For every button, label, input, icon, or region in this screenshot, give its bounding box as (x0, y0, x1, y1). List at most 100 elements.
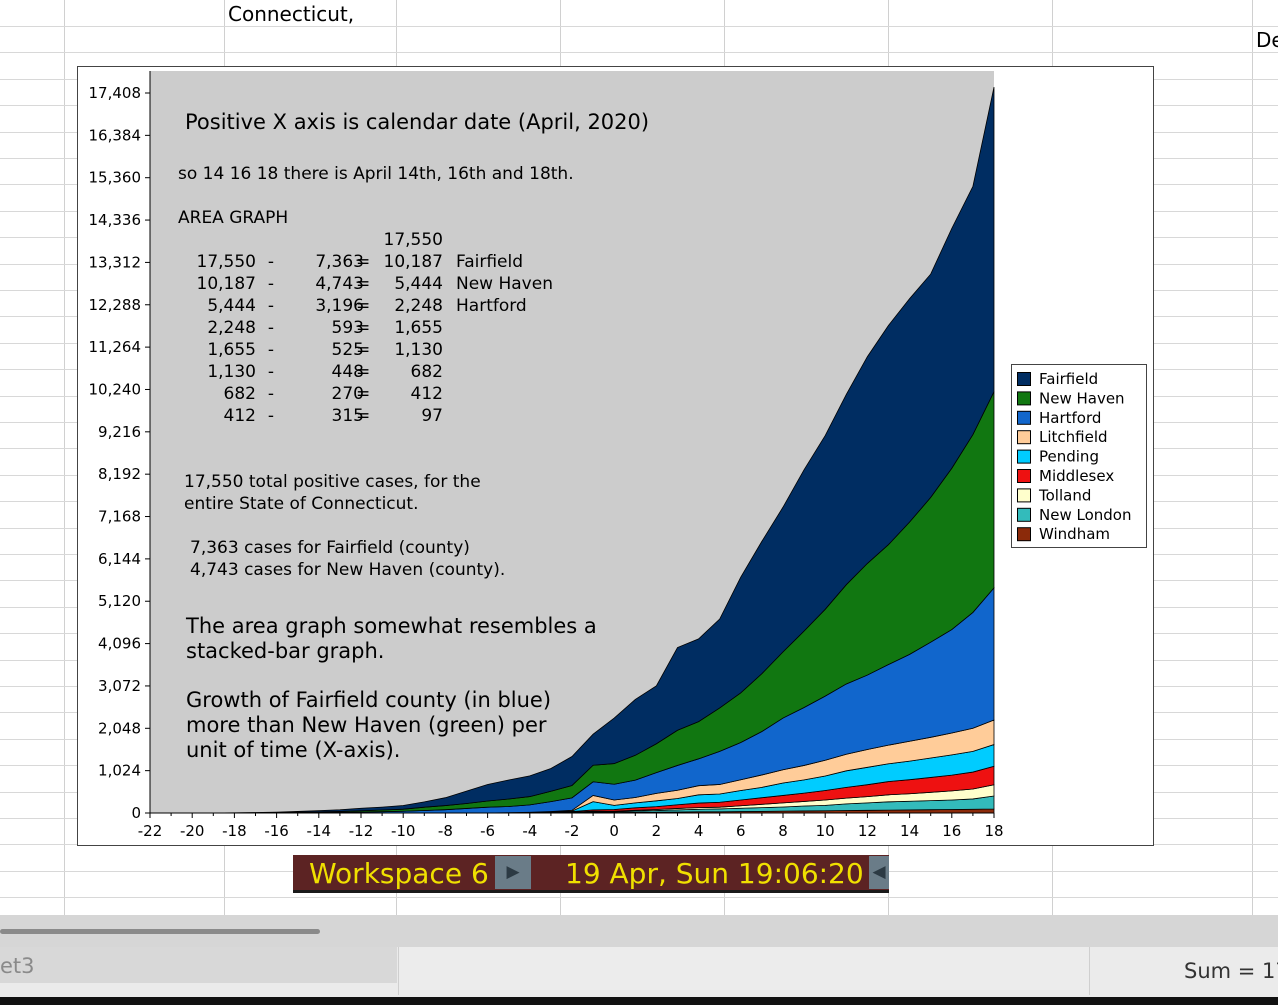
y-tick-label: 7,168 (98, 508, 141, 526)
x-tick-label: -20 (180, 822, 205, 840)
table-minuend: 17,550 (197, 252, 256, 272)
x-tick-label: -22 (138, 822, 163, 840)
y-tick-label: 14,336 (89, 211, 142, 229)
growth-line-2: more than New Haven (green) per (186, 713, 547, 737)
table-result: 2,248 (394, 296, 443, 316)
table-minuend: 5,444 (207, 296, 256, 316)
x-tick-label: -12 (349, 822, 374, 840)
legend-swatch-new-haven (1017, 391, 1031, 406)
x-tick-label: 14 (900, 822, 919, 840)
legend-swatch-new-london (1017, 507, 1031, 522)
y-tick-label: 0 (131, 804, 141, 822)
scrollbar-thumb[interactable] (0, 929, 320, 934)
table-label: Hartford (456, 296, 527, 316)
table-minuend: 682 (224, 384, 256, 404)
legend-label: Litchfield (1039, 428, 1108, 446)
workspace-label[interactable]: Workspace 6 (309, 857, 489, 890)
table-subtrahend: 315 (332, 406, 364, 426)
table-subtrahend: 7,363 (315, 252, 364, 272)
legend-swatch-middlesex (1017, 469, 1031, 483)
legend-label: Hartford (1039, 409, 1101, 427)
table-label: New Haven (456, 274, 553, 294)
x-tick-label: 4 (694, 822, 704, 840)
table-minuend: 412 (224, 406, 256, 426)
total-line-2: entire State of Connecticut. (184, 494, 419, 514)
clock-label: 19 Apr, Sun 19:06:20 (565, 857, 864, 890)
prev-button[interactable]: ◀ (869, 856, 889, 889)
resemble-line-1: The area graph somewhat resembles a (185, 614, 597, 638)
table-subtrahend: 448 (332, 362, 364, 382)
cell-connecticut[interactable]: Connecticut, (228, 2, 355, 26)
sheet-tab[interactable]: et3 (0, 947, 397, 983)
table-minus: - (268, 252, 274, 272)
annotation-line-1: Positive X axis is calendar date (April,… (185, 110, 649, 134)
y-tick-label: 8,192 (98, 465, 141, 483)
table-equals: = (356, 362, 370, 382)
legend-label: Middlesex (1039, 467, 1114, 485)
table-minuend: 1,130 (207, 362, 256, 382)
sheet-tab-bar: et3 Sum = 17 (0, 947, 1278, 997)
table-equals: = (356, 340, 370, 360)
legend-label: Fairfield (1039, 370, 1098, 388)
cell-de[interactable]: De (1256, 28, 1278, 52)
table-result: 412 (411, 384, 443, 404)
county-line-1: 7,363 cases for Fairfield (county) (190, 538, 470, 558)
y-tick-label: 13,312 (89, 253, 142, 271)
x-tick-label: -2 (565, 822, 580, 840)
x-tick-label: 10 (816, 822, 835, 840)
y-tick-label: 17,408 (89, 84, 142, 102)
x-tick-label: 2 (652, 822, 662, 840)
total-line-1: 17,550 total positive cases, for the (184, 472, 481, 492)
y-tick-label: 11,264 (89, 338, 142, 356)
right-arrow-icon: ▶ (506, 862, 520, 882)
table-result: 5,444 (394, 274, 443, 294)
table-subtrahend: 3,196 (315, 296, 364, 316)
table-equals: = (356, 406, 370, 426)
legend-swatch-litchfield (1017, 430, 1031, 445)
y-tick-label: 5,120 (98, 592, 141, 610)
table-minuend: 10,187 (197, 274, 256, 294)
table-subtrahend: 593 (332, 318, 364, 338)
legend-swatch-windham (1017, 527, 1031, 542)
legend-label: Windham (1039, 525, 1110, 543)
table-minus: - (268, 362, 274, 382)
table-subtrahend: 525 (332, 340, 364, 360)
table-equals: = (356, 318, 370, 338)
table-equals: = (356, 274, 370, 294)
window-bottom-edge (0, 997, 1278, 1005)
table-minus: - (268, 406, 274, 426)
y-tick-label: 4,096 (98, 635, 141, 653)
y-axis: 0 1,024 2,048 3,072 4,096 5,120 6,144 7,168 8,19… (89, 71, 151, 822)
workspace-taskbar: Workspace 6 ▶ 19 Apr, Sun 19:06:20 ◀ (293, 855, 889, 893)
x-tick-label: -10 (391, 822, 416, 840)
growth-line-1: Growth of Fairfield county (in blue) (186, 688, 551, 712)
annotation-line-3: AREA GRAPH (178, 208, 288, 228)
table-result: 97 (421, 406, 443, 426)
county-line-2: 4,743 cases for New Haven (county). (190, 560, 505, 580)
x-tick-label: -16 (264, 822, 289, 840)
y-tick-label: 16,384 (89, 126, 142, 144)
y-tick-label: 9,216 (98, 423, 141, 441)
growth-line-3: unit of time (X-axis). (186, 738, 400, 762)
x-tick-label: -6 (480, 822, 495, 840)
legend-label: Tolland (1038, 486, 1091, 504)
table-equals: = (356, 252, 370, 272)
table-minus: - (268, 296, 274, 316)
y-tick-label: 6,144 (98, 550, 141, 568)
x-tick-label: 16 (942, 822, 961, 840)
annotation-line-2: so 14 16 18 there is April 14th, 16th an… (178, 164, 574, 184)
next-workspace-button[interactable]: ▶ (495, 856, 531, 889)
x-tick-label: 6 (736, 822, 746, 840)
x-tick-label: 18 (984, 822, 1003, 840)
table-subtrahend: 270 (332, 384, 364, 404)
horizontal-scrollbar[interactable] (0, 915, 1278, 947)
y-tick-label: 15,360 (89, 169, 142, 187)
x-tick-label: -8 (438, 822, 453, 840)
tab-bar-empty-area (398, 947, 1090, 995)
y-tick-label: 10,240 (89, 380, 142, 398)
legend-box (1011, 364, 1147, 548)
table-result: 1,655 (394, 318, 443, 338)
legend-label: New London (1039, 506, 1131, 524)
area-chart[interactable]: 0 1,024 2,048 3,072 4,096 5,120 6,144 7,168 8,19… (77, 66, 1154, 847)
